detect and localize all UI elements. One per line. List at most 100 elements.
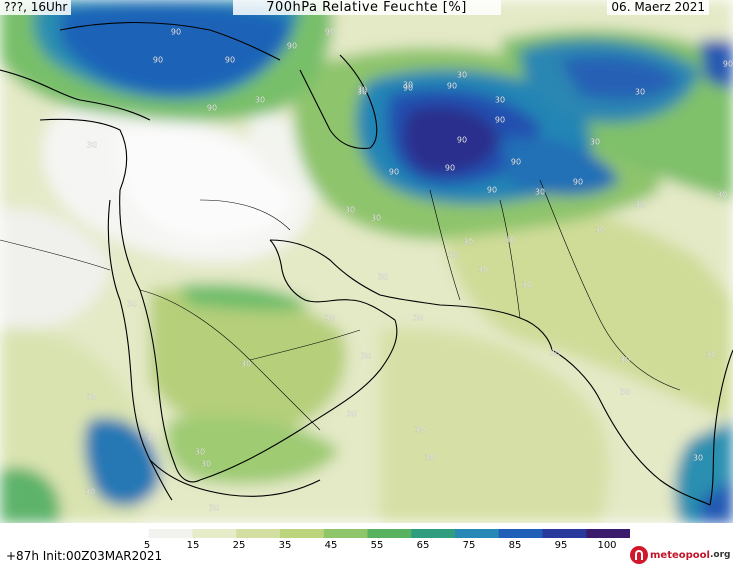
contour-label: 90 [287, 41, 297, 51]
contour-label: 30 [325, 313, 335, 323]
contour-label: 90 [389, 167, 399, 177]
colorbar-tick-label: 95 [554, 540, 568, 551]
svg-text:30: 30 [522, 281, 532, 290]
svg-text:30: 30 [201, 460, 211, 469]
contour-label: 30 [505, 235, 515, 245]
svg-text:30: 30 [357, 88, 367, 97]
init-time-label: +87h Init:00Z03MAR2021 [6, 549, 163, 563]
colorbar-segment [455, 529, 500, 538]
contour-label: 30 [209, 503, 219, 513]
colorbar-tick-label: 65 [416, 540, 430, 551]
logo-suffix-text: .org [709, 550, 731, 560]
svg-text:30: 30 [209, 504, 219, 513]
colorbar-segment [280, 529, 325, 538]
svg-text:30: 30 [361, 352, 371, 361]
svg-text:30: 30 [478, 266, 488, 275]
svg-text:30: 30 [345, 206, 355, 215]
contour-label: 30 [635, 87, 645, 97]
contour-label: 30 [127, 299, 137, 309]
svg-text:30: 30 [620, 356, 630, 365]
coastline-outline [0, 21, 733, 506]
svg-text:30: 30 [550, 349, 560, 358]
contour-label: 30 [195, 447, 205, 457]
contour-label: 30 [201, 459, 211, 469]
svg-text:30: 30 [87, 141, 97, 150]
meteopool-logo-icon [630, 546, 648, 564]
contour-label: 90 [445, 163, 455, 172]
svg-text:30: 30 [706, 351, 716, 360]
svg-text:30: 30 [413, 314, 423, 323]
logo-brand-text: meteopool [650, 549, 710, 561]
colorbar-tick-label: 75 [462, 540, 476, 551]
contour-label: 30 [620, 355, 630, 365]
svg-text:90: 90 [325, 28, 335, 37]
svg-text:90: 90 [447, 82, 457, 91]
colorbar-tick-label: 85 [508, 540, 522, 551]
svg-text:90: 90 [389, 168, 399, 177]
contour-label: 90 [225, 55, 235, 65]
contour-label: 90 [511, 157, 521, 166]
svg-text:30: 30 [415, 426, 425, 435]
contour-label: 30 [620, 387, 630, 397]
contour-label: 90 [207, 103, 217, 113]
contour-labels: 30 30 30 30 30 30 30 30 30 30 30 30 30 30 30 30 30 30 30 30… [85, 27, 733, 513]
contour-label: 30 [85, 487, 95, 496]
svg-text:30: 30 [255, 96, 265, 105]
contour-label: 30 [522, 280, 532, 290]
contour-label: 30 [357, 87, 367, 97]
svg-text:30: 30 [495, 96, 505, 105]
colorbar-tick-label: 5 [143, 540, 151, 551]
colorbar-segment [236, 529, 281, 538]
svg-text:90: 90 [287, 42, 297, 51]
svg-text:30: 30 [457, 71, 467, 80]
colorbar-segment [367, 529, 412, 538]
contour-label: 30 [590, 137, 600, 146]
map-title: 700hPa Relative Feuchte [%] [232, 0, 501, 15]
contour-label: 30 [463, 237, 473, 246]
colorbar-segment [148, 529, 193, 538]
contour-label: 30 [147, 432, 157, 442]
svg-text:30: 30 [147, 433, 157, 442]
contour-label: 30 [550, 348, 560, 358]
svg-text:30: 30 [325, 314, 335, 323]
valid-date-label: 06. Maerz 2021 [607, 0, 709, 15]
colorbar-tick-label: 45 [324, 540, 338, 551]
contour-label: 30 [635, 200, 645, 210]
svg-text:30: 30 [195, 448, 205, 457]
contour-label: 90 [447, 81, 457, 91]
meteopool-logo[interactable]: meteopool .org [630, 545, 730, 565]
colorbar-ticks: 5 15 25 35 45 55 65 75 85 95 100 [0, 540, 733, 554]
contour-label: 30 [371, 213, 381, 222]
contour-label: 30 [425, 453, 435, 463]
colorbar-segment [105, 529, 150, 538]
contour-label: 30 [87, 140, 97, 150]
svg-text:30: 30 [448, 251, 458, 260]
contour-label: 30 [403, 80, 413, 89]
contour-label: 30 [378, 272, 388, 281]
contour-label: 30 [357, 85, 367, 94]
svg-text:30: 30 [535, 188, 545, 197]
contour-label: 90 [487, 185, 497, 194]
svg-text:90: 90 [207, 104, 217, 113]
contour-label: 90 [325, 27, 335, 37]
contour-label: 30 [241, 359, 251, 369]
colorbar-segment [411, 529, 456, 538]
svg-text:30: 30 [241, 360, 251, 369]
svg-text:30: 30 [425, 454, 435, 463]
svg-text:90: 90 [403, 84, 413, 93]
contour-label: 90 [171, 27, 181, 36]
contour-label: 90 [403, 83, 413, 93]
svg-text:30: 30 [127, 300, 137, 309]
svg-text:30: 30 [635, 201, 645, 210]
svg-text:30: 30 [635, 88, 645, 97]
contour-label: 30 [345, 205, 355, 215]
colorbar-segment [586, 529, 630, 538]
contour-label: 30 [87, 392, 97, 401]
contour-label: 30 [478, 265, 488, 275]
contour-label: 30 [693, 453, 703, 462]
colorbar-tick-label: 35 [278, 540, 292, 551]
svg-text:90: 90 [225, 56, 235, 65]
svg-text:30: 30 [505, 236, 515, 245]
svg-text:30: 30 [620, 388, 630, 397]
contour-label: 30 [535, 187, 545, 197]
